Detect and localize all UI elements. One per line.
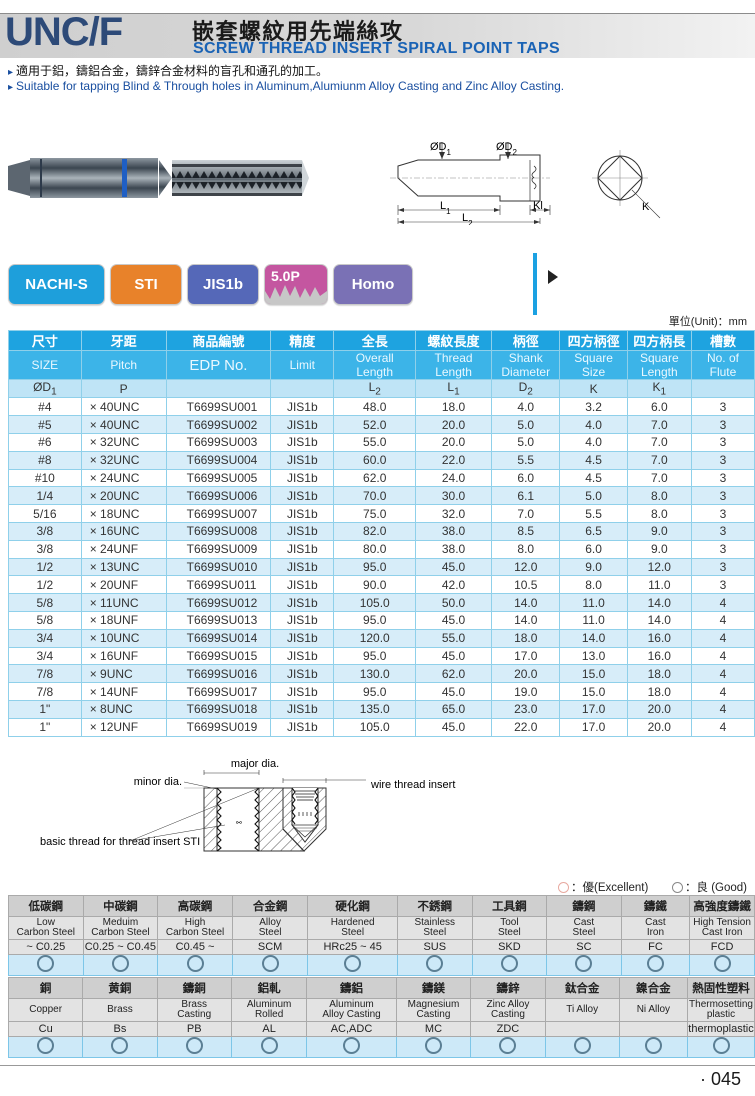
- svg-text:K: K: [642, 201, 650, 213]
- svg-text:minor dia.: minor dia.: [134, 776, 182, 788]
- svg-text:wire thread insert: wire thread insert: [370, 779, 455, 791]
- svg-text:major dia.: major dia.: [231, 758, 279, 770]
- svg-text:⚯: ⚯: [236, 820, 242, 827]
- svg-text:L1: L1: [440, 200, 451, 216]
- svg-text:Kl: Kl: [533, 200, 543, 212]
- svg-text:basic thread for thread insert: basic thread for thread insert STI: [40, 836, 200, 848]
- svg-text:L2: L2: [462, 212, 473, 225]
